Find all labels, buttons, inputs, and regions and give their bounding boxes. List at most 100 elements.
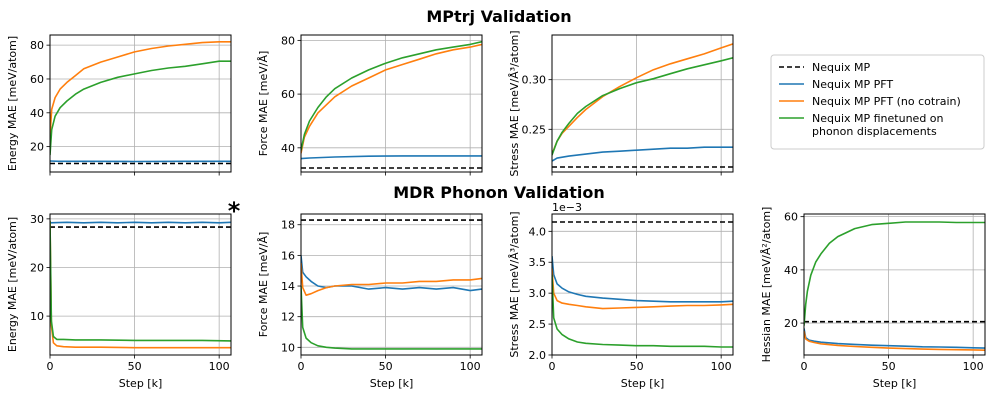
series-group (301, 219, 482, 350)
chart-mdr-energy: 0 50 100 10 20 30 Energy MAE [meV/atom] Step [k… (6, 213, 232, 390)
asterisk-annotation: * (228, 197, 241, 225)
series-group (301, 40, 482, 169)
legend-label: Nequix MP PFT (no cotrain) (812, 95, 961, 108)
y-axis-label: Force MAE [meV/Å] (257, 51, 270, 157)
axes-frame (803, 213, 986, 356)
y-tick-label: 40 (281, 142, 295, 155)
series-line-pft (301, 155, 482, 160)
series-line-pft (301, 255, 482, 292)
y-tick-label: 40 (784, 264, 798, 277)
series-line-finetuned (552, 57, 733, 156)
y-tick-label: 0.30 (522, 74, 547, 87)
legend-label: Nequix MP PFT (812, 78, 893, 91)
y-axis-label: Stress MAE [meV/Å³/atom] (508, 211, 521, 357)
x-axis-label: Step [k] (119, 377, 163, 390)
y-tick-label: 10 (281, 341, 295, 354)
y-axis-label: Energy MAE [meV/atom] (6, 36, 19, 171)
x-tick-label: 50 (630, 360, 644, 373)
y-tick-label: 10 (30, 310, 44, 323)
series-line-pft_nocotrain (804, 330, 985, 351)
y-tick-label: 2.0 (529, 349, 547, 362)
y-axis-label: Energy MAE [meV/atom] (6, 217, 19, 352)
x-tick-label: 50 (882, 360, 896, 373)
chart-mdr-force: 0 50 100 10 12 14 16 18 Force MAE [meV/Å] Step [k… (257, 213, 483, 390)
series-line-pft (552, 146, 733, 162)
chart-mdr-stress: 0 50 100 2.0 2.5 3.0 3.5 4.0 Stress MAE [meV/Å³/… (508, 201, 734, 390)
y-offset-text: 1e−3 (552, 201, 582, 214)
axes-frame (49, 213, 232, 356)
series-group (50, 40, 231, 165)
legend-label: Nequix MP finetuned on (812, 112, 944, 125)
y-tick-label: 18 (281, 219, 295, 232)
x-tick-label: 100 (963, 360, 984, 373)
series-line-pft (804, 328, 985, 349)
panels: 20 40 60 80 Energy MAE [meV/atom] 40 60 80 Force… (6, 30, 986, 390)
axes-frame (300, 213, 483, 356)
chart-mptrj-energy: 20 40 60 80 Energy MAE [meV/atom] (6, 34, 232, 176)
y-tick-label: 40 (30, 107, 44, 120)
y-axis-label: Force MAE [meV/Å] (257, 232, 270, 338)
legend-item-pft: Nequix MP PFT (779, 78, 893, 91)
y-tick-label: 2.5 (529, 318, 547, 331)
y-tick-label: 20 (30, 261, 44, 274)
y-tick-label: 80 (30, 39, 44, 52)
y-tick-label: 4.0 (529, 225, 547, 238)
axes-frame (300, 34, 483, 173)
y-tick-label: 16 (281, 249, 295, 262)
axes-frame (551, 213, 734, 356)
y-tick-label: 12 (281, 311, 295, 324)
series-line-pft_nocotrain (301, 262, 482, 297)
y-tick-label: 60 (784, 211, 798, 224)
x-axis-label: Step [k] (873, 377, 917, 390)
legend-label: Nequix MP (812, 61, 871, 74)
axes-frame (49, 34, 232, 173)
series-line-pft_nocotrain (552, 268, 733, 310)
x-tick-label: 0 (801, 360, 808, 373)
figure-title-mptrj: MPtrj Validation (426, 7, 571, 26)
series-group (552, 43, 733, 168)
series-line-pft (552, 256, 733, 303)
series-line-pft_nocotrain (301, 43, 482, 154)
y-tick-label: 3.0 (529, 287, 547, 300)
series-group (804, 221, 985, 351)
x-tick-label: 100 (711, 360, 732, 373)
series-line-finetuned (804, 221, 985, 326)
y-tick-label: 80 (281, 34, 295, 47)
series-line-finetuned (301, 285, 482, 350)
chart-mdr-hessian: 0 50 100 20 40 60 Hessian MAE [meV/Å²/atom] Ste… (760, 207, 986, 390)
series-line-finetuned (50, 220, 231, 342)
x-tick-label: 0 (298, 360, 305, 373)
series-line-finetuned (50, 60, 231, 156)
x-axis-label: Step [k] (370, 377, 414, 390)
x-tick-label: 50 (379, 360, 393, 373)
x-tick-label: 0 (47, 360, 54, 373)
series-line-finetuned (301, 40, 482, 151)
series-group (552, 221, 733, 348)
figure-title-mdr-phonon: MDR Phonon Validation (393, 183, 605, 202)
y-tick-label: 20 (784, 317, 798, 330)
y-tick-label: 14 (281, 280, 295, 293)
y-axis-label: Stress MAE [meV/Å³/atom] (508, 30, 521, 176)
series-line-finetuned (552, 274, 733, 348)
y-tick-label: 60 (30, 73, 44, 86)
y-tick-label: 20 (30, 141, 44, 154)
chart-mptrj-force: 40 60 80 Force MAE [meV/Å] (257, 34, 483, 176)
series-line-pft (50, 221, 231, 224)
y-tick-label: 30 (30, 213, 44, 226)
x-tick-label: 100 (460, 360, 481, 373)
x-tick-label: 50 (128, 360, 142, 373)
series-group (50, 220, 231, 349)
y-tick-label: 3.5 (529, 256, 547, 269)
legend: Nequix MP Nequix MP PFT Nequix MP PFT (no … (770, 54, 985, 150)
series-line-pft_nocotrain (50, 221, 231, 349)
y-axis-label: Hessian MAE [meV/Å²/atom] (760, 207, 773, 363)
legend-item-nequix_mp: Nequix MP (779, 61, 871, 74)
x-axis-label: Step [k] (621, 377, 665, 390)
legend-item-pft_nocotrain: Nequix MP PFT (no cotrain) (779, 95, 961, 108)
series-line-pft_nocotrain (50, 40, 231, 137)
x-tick-label: 100 (209, 360, 230, 373)
legend-label: phonon displacements (812, 125, 937, 138)
